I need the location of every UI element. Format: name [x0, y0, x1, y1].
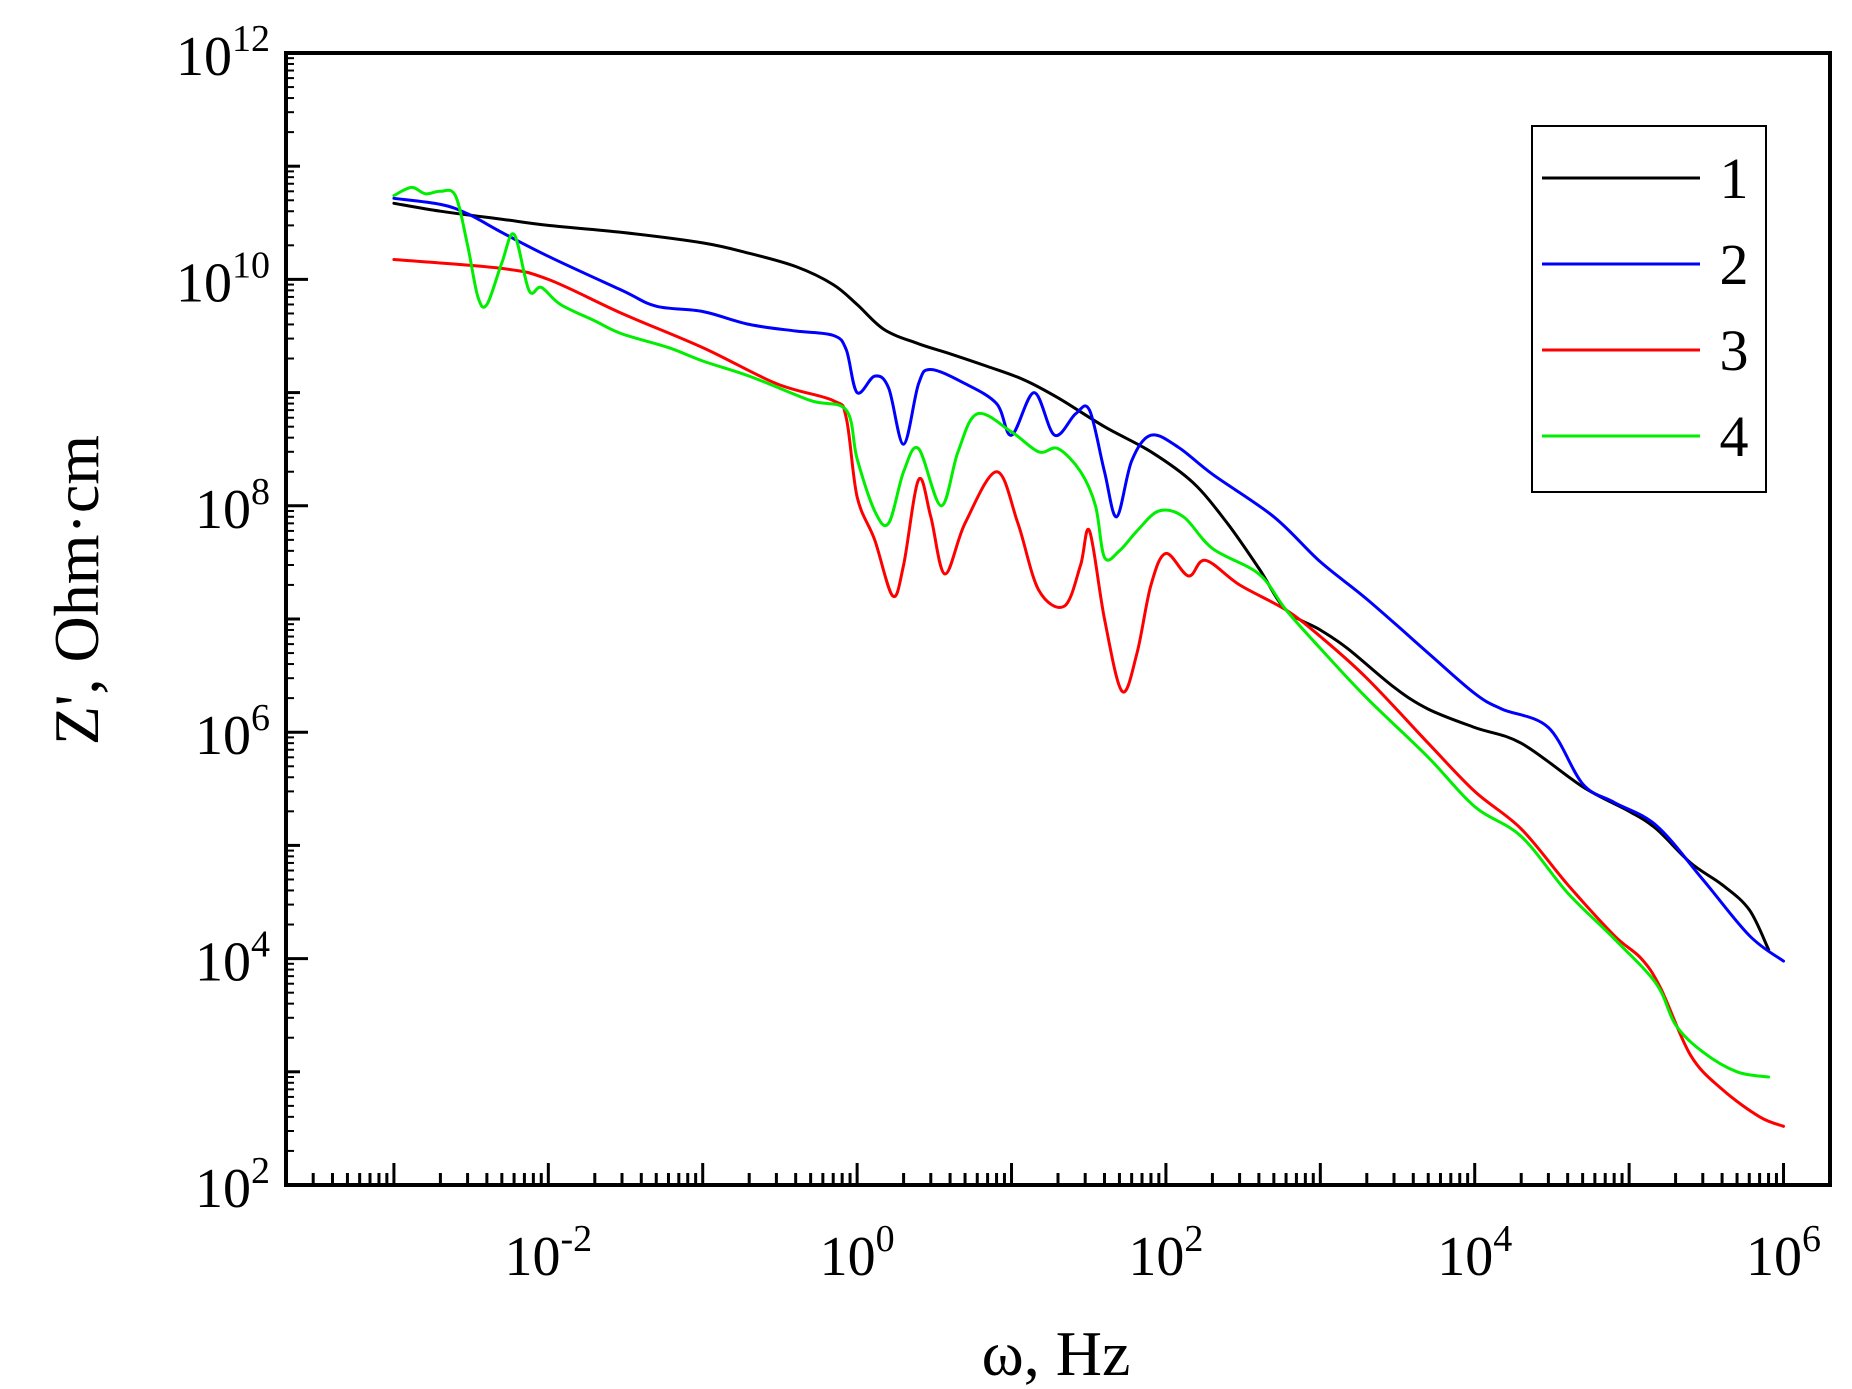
x-tick-label: 10-2 [504, 1218, 592, 1288]
legend-label-3: 3 [1720, 318, 1749, 383]
x-tick-label: 102 [1128, 1218, 1203, 1288]
y-tick-label: 1010 [176, 244, 270, 314]
series-lines [392, 185, 1785, 1128]
y-tick-label: 1012 [176, 18, 270, 88]
series-line-2 [392, 196, 1785, 963]
series-line-4 [392, 185, 1771, 1079]
x-axis-label: ω, Hz [982, 1318, 1131, 1389]
legend: 1 2 3 4 [1531, 125, 1767, 493]
y-tick-label: 108 [195, 471, 270, 541]
legend-box [1531, 125, 1767, 493]
y-tick-label: 102 [195, 1150, 270, 1220]
legend-label-2: 2 [1720, 232, 1749, 297]
legend-label-4: 4 [1720, 404, 1749, 469]
x-tick-label: 106 [1746, 1218, 1821, 1288]
legend-label-1: 1 [1720, 146, 1749, 211]
x-tick-label: 104 [1437, 1218, 1512, 1288]
y-tick-label: 106 [195, 697, 270, 767]
x-tick-label: 100 [820, 1218, 895, 1288]
y-axis-label: Z', Ohm·cm [41, 435, 112, 745]
axis-ticks [284, 51, 1832, 1187]
y-tick-label: 104 [195, 924, 270, 994]
axis-tick-labels: 10-2 100 102 104 106 102 104 106 108 1010 1012 [176, 18, 1821, 1288]
